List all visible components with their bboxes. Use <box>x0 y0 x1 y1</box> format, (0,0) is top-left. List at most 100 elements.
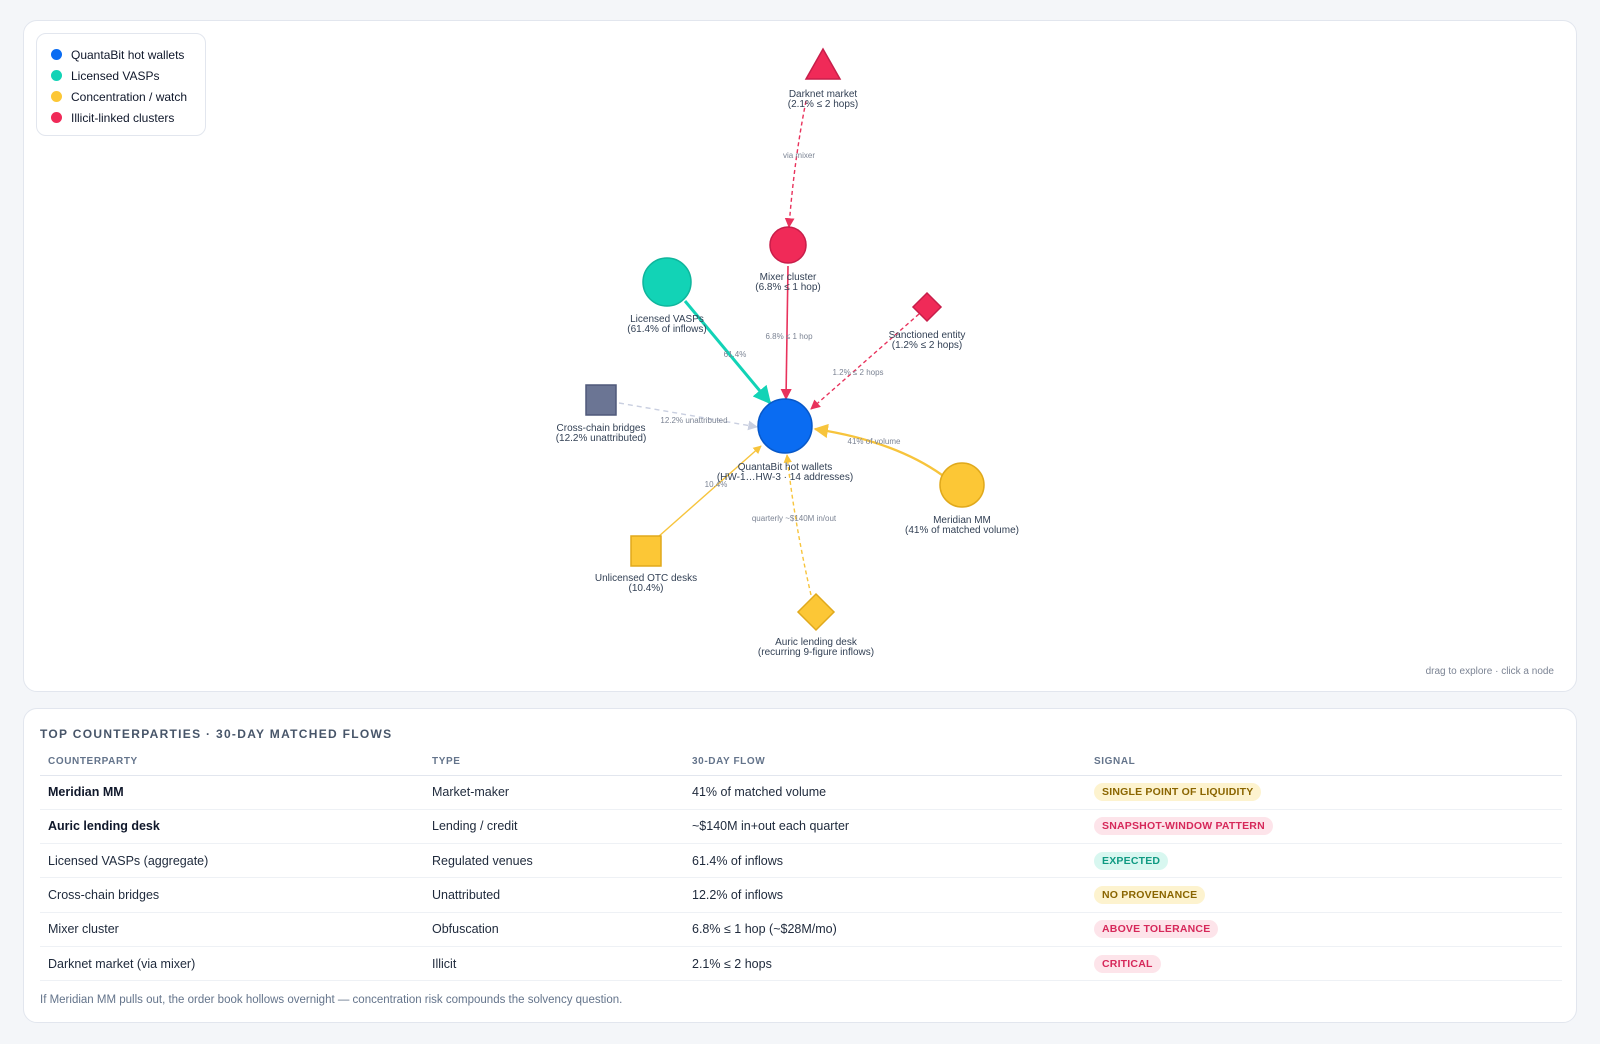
svg-text:(61.4% of inflows): (61.4% of inflows) <box>627 324 706 335</box>
legend-dot-red <box>51 112 62 123</box>
cell-signal: SINGLE POINT OF LIQUIDITY <box>1086 775 1562 810</box>
edge-meridian-hub <box>813 423 943 476</box>
signal-badge: CRITICAL <box>1094 954 1161 973</box>
edge-label-darknet-mixer: via mixer <box>783 151 815 160</box>
edge-vasps-hub <box>683 300 772 405</box>
table-row[interactable]: Cross-chain bridges Unattributed 12.2% o… <box>40 877 1562 913</box>
legend-label: Licensed VASPs <box>71 68 160 83</box>
svg-text:(6.8% ≤ 1 hop): (6.8% ≤ 1 hop) <box>755 282 821 293</box>
legend-dot-teal <box>51 70 62 81</box>
svg-text:Meridian MM: Meridian MM <box>933 515 991 526</box>
cell-counterparty: Meridian MM <box>40 775 424 810</box>
counterparties-table: COUNTERPARTY TYPE 30-DAY FLOW SIGNAL Mer… <box>40 749 1562 982</box>
edge-darknet-mixer <box>784 100 807 228</box>
cell-type: Regulated venues <box>424 843 684 879</box>
edge-label-bridges-hub: 12.2% unattributed <box>660 416 727 425</box>
cell-flow: ~$140M in+out each quarter <box>684 809 1086 845</box>
edge-auric-hub <box>783 454 812 596</box>
table-row[interactable]: Licensed VASPs (aggregate) Regulated ven… <box>40 843 1562 879</box>
svg-text:(41% of matched volume): (41% of matched volume) <box>905 525 1019 536</box>
signal-badge: SINGLE POINT OF LIQUIDITY <box>1094 783 1262 802</box>
cell-flow: 61.4% of inflows <box>684 843 1086 879</box>
column-header-type: TYPE <box>424 749 684 776</box>
table-row[interactable]: Mixer cluster Obfuscation 6.8% ≤ 1 hop (… <box>40 912 1562 947</box>
cell-counterparty: Licensed VASPs (aggregate) <box>40 843 424 879</box>
table-row[interactable]: Darknet market (via mixer) Illicit 2.1% … <box>40 946 1562 982</box>
svg-text:(12.2% unattributed): (12.2% unattributed) <box>556 433 647 444</box>
signal-badge: EXPECTED <box>1094 851 1169 870</box>
legend-dot-blue <box>51 49 62 60</box>
column-header-signal: SIGNAL <box>1086 749 1562 776</box>
legend-label: Illicit-linked clusters <box>71 110 175 125</box>
svg-text:(10.4%): (10.4%) <box>628 583 663 594</box>
cell-signal: NO PROVENANCE <box>1086 877 1562 913</box>
svg-text:Darknet market: Darknet market <box>789 89 858 100</box>
signal-badge: ABOVE TOLERANCE <box>1094 920 1219 939</box>
legend-item-concentration: Concentration / watch <box>51 86 205 107</box>
counterparties-panel: TOP COUNTERPARTIES · 30-DAY MATCHED FLOW… <box>23 708 1577 1023</box>
legend-label: Concentration / watch <box>71 89 188 104</box>
cell-signal: ABOVE TOLERANCE <box>1086 912 1562 947</box>
legend-item-illicit: Illicit-linked clusters <box>51 107 205 128</box>
edge-label-otc-hub: 10.4% <box>705 480 728 489</box>
table-row[interactable]: Meridian MM Market-maker 41% of matched … <box>40 775 1562 810</box>
cell-counterparty: Mixer cluster <box>40 912 424 947</box>
legend-label: QuantaBit hot wallets <box>71 47 185 62</box>
signal-badge: SNAPSHOT-WINDOW PATTERN <box>1094 817 1273 836</box>
edge-label-mixer-hub: 6.8% ≤ 1 hop <box>765 332 813 341</box>
cell-type: Lending / credit <box>424 809 684 845</box>
signal-badge: NO PROVENANCE <box>1094 886 1206 905</box>
cell-flow: 12.2% of inflows <box>684 877 1086 913</box>
node-mixer-cluster[interactable]: Mixer cluster (6.8% ≤ 1 hop) <box>755 226 821 293</box>
node-darknet-market[interactable]: Darknet market (2.1% ≤ 2 hops) <box>788 47 859 110</box>
cell-type: Unattributed <box>424 877 684 913</box>
node-auric-lending-desk[interactable]: Auric lending desk (recurring 9-figure i… <box>758 592 874 658</box>
edge-label-vasps-hub: 61.4% <box>724 350 747 359</box>
node-licensed-vasps[interactable]: Licensed VASPs (61.4% of inflows) <box>627 257 707 335</box>
cell-flow: 2.1% ≤ 2 hops <box>684 946 1086 982</box>
legend-dot-yellow <box>51 91 62 102</box>
cell-flow: 41% of matched volume <box>684 775 1086 810</box>
cell-type: Illicit <box>424 946 684 982</box>
svg-text:(HW-1…HW-3 · 14 addresses): (HW-1…HW-3 · 14 addresses) <box>717 472 853 483</box>
legend-item-licensed-vasps: Licensed VASPs <box>51 65 205 86</box>
edge-label-auric-hub: quarterly ~$140M in/out <box>752 514 837 523</box>
graph-legend: QuantaBit hot wallets Licensed VASPs Con… <box>36 33 206 136</box>
cell-counterparty: Cross-chain bridges <box>40 877 424 913</box>
svg-text:(2.1% ≤ 2 hops): (2.1% ≤ 2 hops) <box>788 99 859 110</box>
edge-sanctioned-hub <box>810 313 920 410</box>
cell-flow: 6.8% ≤ 1 hop (~$28M/mo) <box>684 912 1086 947</box>
svg-text:Sanctioned entity: Sanctioned entity <box>889 330 966 341</box>
svg-text:Auric lending desk: Auric lending desk <box>775 637 858 648</box>
edge-label-meridian-hub: 41% of volume <box>848 437 901 446</box>
table-row[interactable]: Auric lending desk Lending / credit ~$14… <box>40 809 1562 845</box>
column-header-counterparty: COUNTERPARTY <box>40 749 424 776</box>
node-quantabit-hot-wallets[interactable]: QuantaBit hot wallets (HW-1…HW-3 · 14 ad… <box>717 398 853 483</box>
svg-text:(recurring 9-figure inflows): (recurring 9-figure inflows) <box>758 647 874 658</box>
table-title: TOP COUNTERPARTIES · 30-DAY MATCHED FLOW… <box>40 727 393 741</box>
svg-text:Unlicensed OTC desks: Unlicensed OTC desks <box>595 573 697 584</box>
cell-signal: CRITICAL <box>1086 946 1562 982</box>
node-cross-chain-bridges[interactable]: Cross-chain bridges (12.2% unattributed) <box>556 384 647 444</box>
table-header-row: COUNTERPARTY TYPE 30-DAY FLOW SIGNAL <box>40 749 1562 776</box>
node-meridian-mm[interactable]: Meridian MM (41% of matched volume) <box>905 462 1019 536</box>
cell-signal: EXPECTED <box>1086 843 1562 879</box>
svg-text:Licensed VASPs: Licensed VASPs <box>630 314 704 325</box>
edge-mixer-hub <box>780 265 792 401</box>
edge-otc-hub <box>657 445 762 538</box>
node-unlicensed-otc-desks[interactable]: Unlicensed OTC desks (10.4%) <box>595 535 697 594</box>
table-footnote: If Meridian MM pulls out, the order book… <box>40 994 623 1006</box>
network-graph[interactable]: via mixer 6.8% ≤ 1 hop 61.4% 1.2% ≤ 2 ho… <box>24 21 1578 693</box>
svg-text:(1.2% ≤ 2 hops): (1.2% ≤ 2 hops) <box>892 340 963 351</box>
svg-text:Cross-chain bridges: Cross-chain bridges <box>557 423 646 434</box>
cell-counterparty: Auric lending desk <box>40 809 424 845</box>
cell-type: Obfuscation <box>424 912 684 947</box>
cell-signal: SNAPSHOT-WINDOW PATTERN <box>1086 809 1562 845</box>
svg-text:QuantaBit hot wallets: QuantaBit hot wallets <box>738 462 833 473</box>
cell-counterparty: Darknet market (via mixer) <box>40 946 424 982</box>
svg-text:Mixer cluster: Mixer cluster <box>760 272 817 283</box>
network-graph-panel[interactable]: via mixer 6.8% ≤ 1 hop 61.4% 1.2% ≤ 2 ho… <box>23 20 1577 692</box>
edge-label-sanctioned-hub: 1.2% ≤ 2 hops <box>832 368 883 377</box>
node-sanctioned-entity[interactable]: Sanctioned entity (1.2% ≤ 2 hops) <box>889 291 966 351</box>
column-header-flow: 30-DAY FLOW <box>684 749 1086 776</box>
